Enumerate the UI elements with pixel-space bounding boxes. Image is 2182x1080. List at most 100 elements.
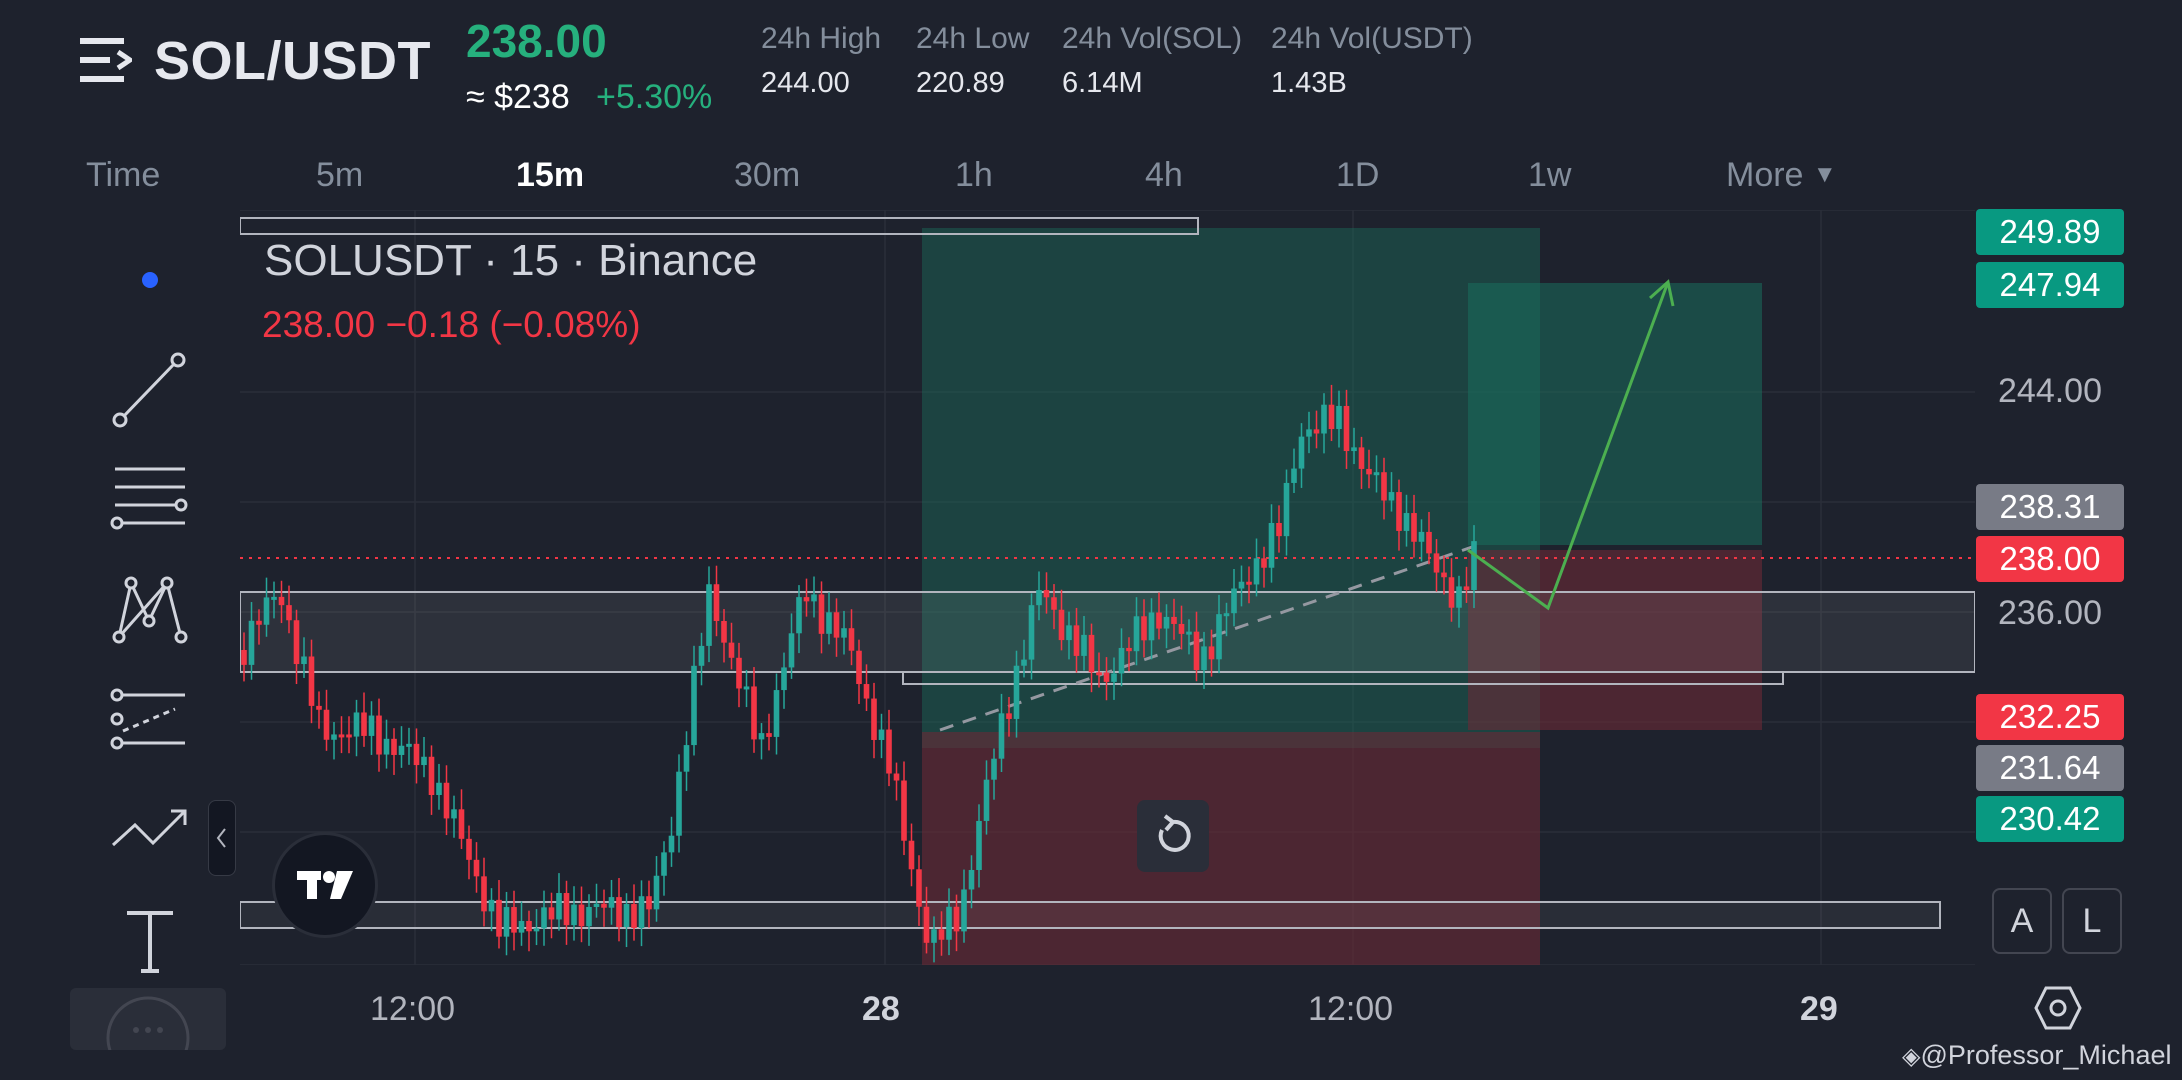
tab-5m[interactable]: 5m [316,156,364,194]
candle-body [1193,631,1200,671]
candle-body [1306,429,1312,437]
candle-body [1051,597,1057,610]
time-label-29: 29 [1800,990,1838,1028]
candle-body [518,920,525,933]
candle-body [901,780,907,841]
candle-body [436,782,442,796]
candle-body [653,875,660,910]
cursor-dot-icon[interactable] [105,235,195,325]
pattern-icon[interactable] [105,565,195,655]
chart-line-icon[interactable] [105,785,195,875]
candle-body [691,665,697,746]
candle-body [1088,634,1095,673]
candle-body [848,628,855,651]
resistance-zone[interactable] [240,591,1975,673]
candle-body [556,893,562,920]
candle-body [1268,522,1275,568]
collapse-toolbar-button[interactable] [208,800,236,876]
candle-body [1283,482,1290,537]
bottom-support-box[interactable] [240,901,1941,929]
candle-body [758,733,765,740]
candle-body [1021,659,1027,666]
candle-body [773,690,780,737]
candle-body [428,756,435,796]
profit-zone-right[interactable] [1468,283,1762,545]
stat-value-24h-vol-sol: 6.14M [1062,67,1143,99]
candle-body [526,920,532,932]
candle-body [721,620,727,643]
candle-body [1351,447,1357,452]
settings-icon[interactable] [2034,984,2082,1032]
candle-body [1381,472,1387,501]
tab-1h[interactable]: 1h [955,156,993,194]
candle-body [1156,612,1162,629]
candle-body [1103,672,1110,682]
candle-body [1036,590,1042,606]
candle-body [1201,646,1207,671]
price-label-238-31: 238.31 [1976,484,2124,530]
top-range-box[interactable] [240,217,1199,235]
candle-body [1111,673,1117,682]
tab-more[interactable]: More ▼ [1726,156,1837,195]
candle-body [413,743,420,766]
candle-body [1291,468,1297,483]
fib-lines-icon[interactable] [105,455,195,545]
candle-body [1253,558,1260,585]
stat-label-24h-vol-usdt: 24h Vol(USDT) [1271,22,1473,55]
loss-zone-main[interactable] [922,732,1540,965]
candle-body [683,745,690,772]
candle-body [1388,492,1395,501]
tab-1d[interactable]: 1D [1336,156,1380,194]
tab-4h[interactable]: 4h [1145,156,1183,194]
menu-icon[interactable] [80,36,132,84]
candle-body [1411,513,1417,542]
tab-15m[interactable]: 15m [516,156,585,194]
candle-body [541,907,547,929]
candle-body [466,838,472,860]
chart-area[interactable] [240,210,1975,965]
chart-canvas[interactable] [240,210,1975,965]
candle-body [271,596,277,600]
candle-body [728,642,735,658]
candle-body [1043,590,1050,598]
candle-body [961,889,967,932]
candle-body [1238,581,1245,589]
reset-chart-button[interactable] [1137,800,1209,872]
tab-30m[interactable]: 30m [734,156,801,194]
chart-legend-title[interactable]: SOLUSDT · 15 · Binance [264,236,758,285]
candle-body [886,729,892,774]
candle-body [983,779,990,821]
forecast-icon[interactable] [105,675,195,765]
candle-body [1006,713,1012,719]
log-scale-button[interactable]: L [2062,888,2122,954]
candle-body [931,929,937,943]
more-label: More [1726,156,1804,194]
candle-body [1163,616,1170,629]
symbol-title[interactable]: SOL/USDT [154,31,432,91]
candles [241,384,1477,963]
timeframe-bar: Time 5m 15m 30m 1h 4h 1D 1w More ▼ [0,150,2182,210]
candle-body [1373,472,1380,476]
tab-time[interactable]: Time [86,156,161,194]
tab-1w[interactable]: 1w [1528,156,1572,194]
candle-body [1223,613,1230,617]
auto-scale-button[interactable]: A [1992,888,2052,954]
projection-path[interactable] [1467,281,1670,611]
time-label-1200-b: 12:00 [1308,990,1394,1028]
tradingview-logo[interactable] [272,832,378,938]
candle-body [278,596,285,606]
candle-body [443,782,450,819]
candle-body [811,594,817,602]
trend-line-icon[interactable] [105,345,195,435]
text-tool-icon[interactable] [105,895,195,985]
loss-zone-right[interactable] [1468,550,1762,730]
candle-body [1336,405,1342,430]
candle-body [1343,405,1350,452]
last-price: 238.00 [466,15,607,67]
stat-value-24h-high: 244.00 [761,67,850,99]
support-box[interactable] [902,671,1784,685]
more-tools-icon[interactable] [70,988,226,1050]
candle-body [571,904,577,926]
candle-body [788,633,795,668]
chart-legend-ohlc: 238.00 −0.18 (−0.08%) [262,304,641,345]
